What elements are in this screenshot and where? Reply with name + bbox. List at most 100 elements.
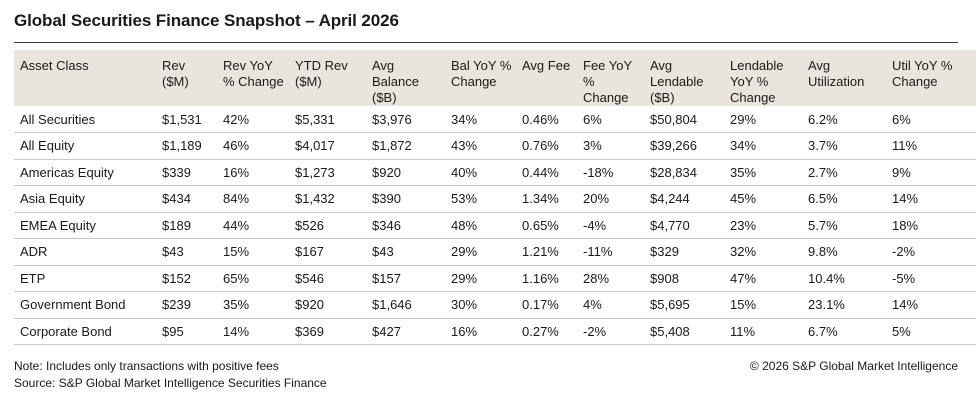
value-cell: $95 bbox=[156, 318, 217, 345]
value-cell: $5,695 bbox=[644, 291, 724, 319]
value-cell: 28% bbox=[577, 265, 644, 292]
column-header: Avg Fee bbox=[516, 50, 577, 106]
value-cell: 1.34% bbox=[516, 185, 577, 213]
value-cell: 6% bbox=[886, 106, 976, 133]
value-cell: $157 bbox=[366, 265, 445, 292]
value-cell: 23.1% bbox=[802, 291, 886, 319]
value-cell: 43% bbox=[445, 132, 516, 160]
value-cell: 9.8% bbox=[802, 238, 886, 266]
asset-class-cell: Asia Equity bbox=[14, 185, 156, 213]
value-cell: 14% bbox=[217, 318, 289, 345]
value-cell: $920 bbox=[289, 291, 366, 319]
table-row: All Securities $1,531 42% $5,331 $3,976 34% 0.… bbox=[14, 106, 976, 133]
value-cell: 6.2% bbox=[802, 106, 886, 133]
value-cell: 18% bbox=[886, 212, 976, 239]
table-body: All Securities $1,531 42% $5,331 $3,976 34% 0.… bbox=[14, 106, 976, 345]
value-cell: 15% bbox=[217, 238, 289, 266]
value-cell: -2% bbox=[886, 238, 976, 266]
value-cell: $427 bbox=[366, 318, 445, 345]
value-cell: 35% bbox=[724, 159, 802, 186]
value-cell: 14% bbox=[886, 291, 976, 319]
column-header: Avg Utilization bbox=[802, 50, 886, 106]
value-cell: 16% bbox=[445, 318, 516, 345]
value-cell: 29% bbox=[445, 265, 516, 292]
value-cell: -5% bbox=[886, 265, 976, 292]
column-header: Bal YoY % Change bbox=[445, 50, 516, 106]
value-cell: 2.7% bbox=[802, 159, 886, 186]
table-row: Government Bond $239 35% $920 $1,646 30% 0.17%… bbox=[14, 291, 976, 319]
value-cell: $28,834 bbox=[644, 159, 724, 186]
value-cell: 4% bbox=[577, 291, 644, 319]
asset-class-cell: Corporate Bond bbox=[14, 318, 156, 345]
asset-class-cell: ETP bbox=[14, 265, 156, 292]
value-cell: 53% bbox=[445, 185, 516, 213]
value-cell: $920 bbox=[366, 159, 445, 186]
value-cell: 16% bbox=[217, 159, 289, 186]
value-cell: $3,976 bbox=[366, 106, 445, 133]
footnote-source: Source: S&P Global Market Intelligence S… bbox=[14, 376, 327, 390]
table-row: ETP $152 65% $546 $157 29% 1.16% 28% $908 47% 10.4… bbox=[14, 265, 976, 292]
value-cell: $526 bbox=[289, 212, 366, 239]
value-cell: 45% bbox=[724, 185, 802, 213]
value-cell: 0.76% bbox=[516, 132, 577, 160]
value-cell: 11% bbox=[724, 318, 802, 345]
value-cell: 15% bbox=[724, 291, 802, 319]
table-row: All Equity $1,189 46% $4,017 $1,872 43% 0.76% 3… bbox=[14, 132, 976, 160]
value-cell: 3.7% bbox=[802, 132, 886, 160]
value-cell: 10.4% bbox=[802, 265, 886, 292]
value-cell: 48% bbox=[445, 212, 516, 239]
value-cell: 32% bbox=[724, 238, 802, 266]
value-cell: 34% bbox=[724, 132, 802, 160]
value-cell: 5.7% bbox=[802, 212, 886, 239]
value-cell: $189 bbox=[156, 212, 217, 239]
value-cell: $43 bbox=[366, 238, 445, 266]
value-cell: 46% bbox=[217, 132, 289, 160]
value-cell: 6.7% bbox=[802, 318, 886, 345]
value-cell: 35% bbox=[217, 291, 289, 319]
value-cell: 47% bbox=[724, 265, 802, 292]
value-cell: 0.46% bbox=[516, 106, 577, 133]
value-cell: 29% bbox=[445, 238, 516, 266]
value-cell: $4,017 bbox=[289, 132, 366, 160]
snapshot-table: Asset Class Rev ($M) Rev YoY % Change YTD R… bbox=[14, 50, 976, 345]
value-cell: $1,531 bbox=[156, 106, 217, 133]
title-divider bbox=[14, 42, 958, 43]
table-row: Americas Equity $339 16% $1,273 $920 40% 0.44%… bbox=[14, 159, 976, 186]
value-cell: -11% bbox=[577, 238, 644, 266]
value-cell: $339 bbox=[156, 159, 217, 186]
value-cell: $546 bbox=[289, 265, 366, 292]
value-cell: 34% bbox=[445, 106, 516, 133]
column-header: Avg Lendable ($B) bbox=[644, 50, 724, 106]
value-cell: 42% bbox=[217, 106, 289, 133]
value-cell: 1.16% bbox=[516, 265, 577, 292]
footnotes: Note: Includes only transactions with po… bbox=[14, 358, 327, 392]
table-row: ADR $43 15% $167 $43 29% 1.21% -11% $329 32% 9.8% -… bbox=[14, 238, 976, 266]
value-cell: 3% bbox=[577, 132, 644, 160]
value-cell: $239 bbox=[156, 291, 217, 319]
asset-class-cell: Government Bond bbox=[14, 291, 156, 319]
value-cell: $167 bbox=[289, 238, 366, 266]
value-cell: 84% bbox=[217, 185, 289, 213]
value-cell: 0.65% bbox=[516, 212, 577, 239]
value-cell: 65% bbox=[217, 265, 289, 292]
value-cell: -2% bbox=[577, 318, 644, 345]
table-header-row: Asset Class Rev ($M) Rev YoY % Change YTD R… bbox=[14, 50, 976, 106]
value-cell: $5,408 bbox=[644, 318, 724, 345]
value-cell: 23% bbox=[724, 212, 802, 239]
value-cell: $4,770 bbox=[644, 212, 724, 239]
page-title: Global Securities Finance Snapshot – Apr… bbox=[14, 11, 399, 30]
value-cell: 5% bbox=[886, 318, 976, 345]
value-cell: $346 bbox=[366, 212, 445, 239]
column-header: Util YoY % Change bbox=[886, 50, 976, 106]
value-cell: 40% bbox=[445, 159, 516, 186]
asset-class-cell: All Equity bbox=[14, 132, 156, 160]
value-cell: $908 bbox=[644, 265, 724, 292]
value-cell: 0.27% bbox=[516, 318, 577, 345]
value-cell: 14% bbox=[886, 185, 976, 213]
value-cell: -18% bbox=[577, 159, 644, 186]
value-cell: 11% bbox=[886, 132, 976, 160]
value-cell: $1,872 bbox=[366, 132, 445, 160]
table-row: Corporate Bond $95 14% $369 $427 16% 0.27% -2% $… bbox=[14, 318, 976, 345]
asset-class-cell: EMEA Equity bbox=[14, 212, 156, 239]
value-cell: 6% bbox=[577, 106, 644, 133]
